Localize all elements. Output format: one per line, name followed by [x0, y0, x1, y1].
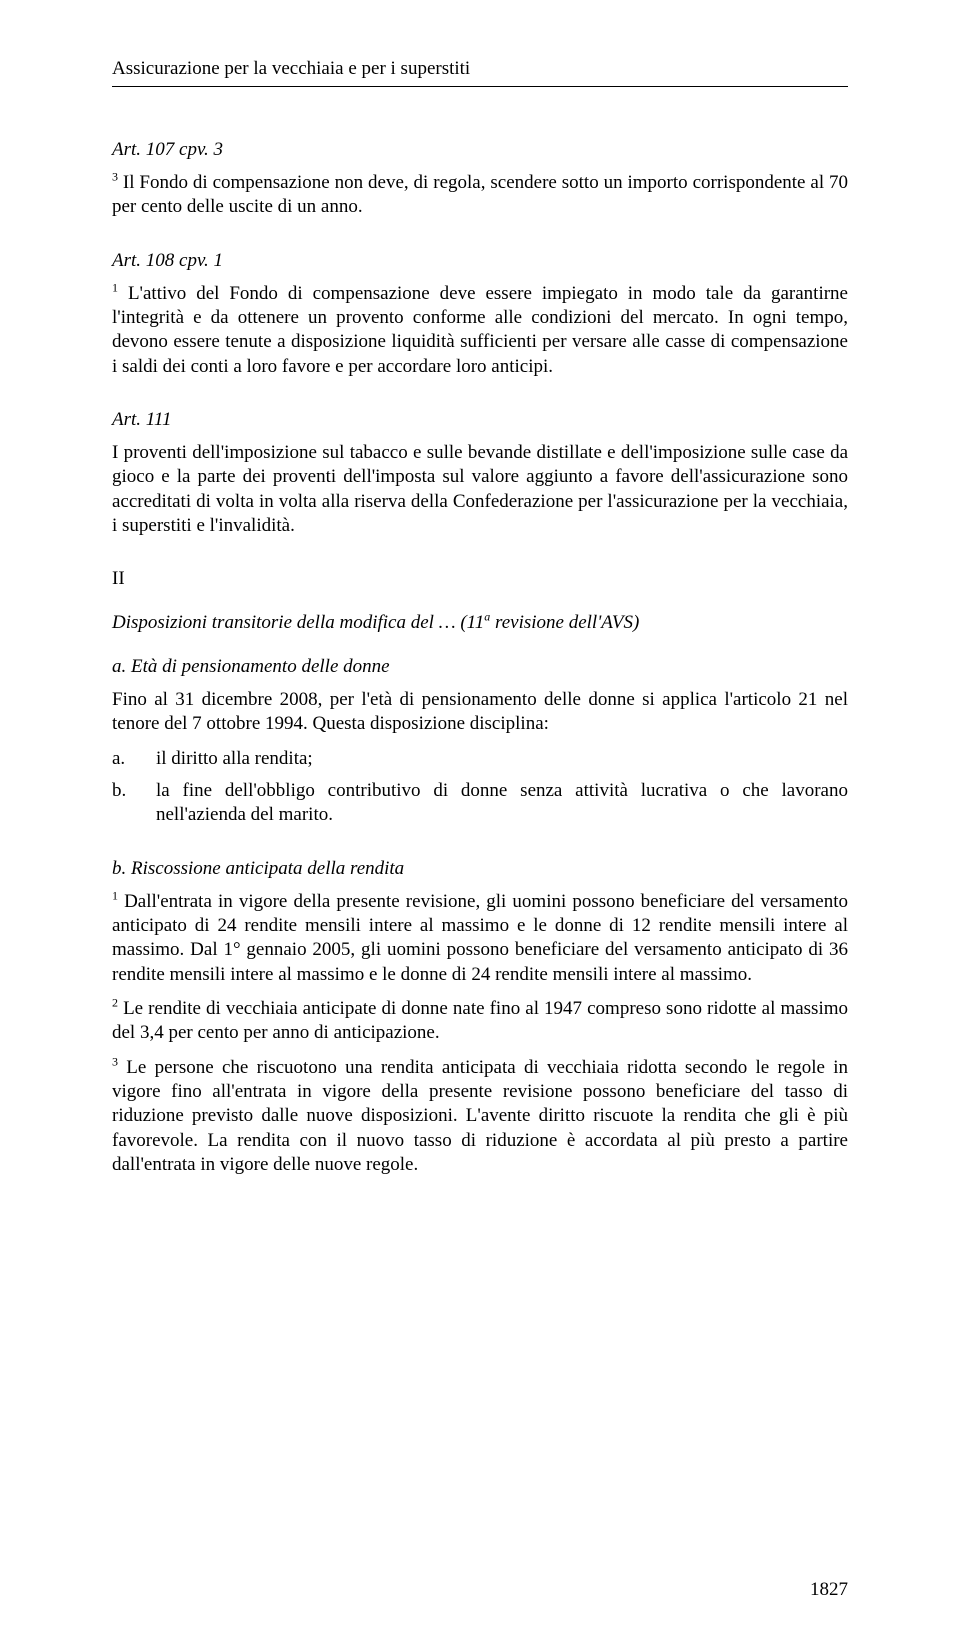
sup-b1: 1 [112, 888, 118, 902]
article-108-text: L'attivo del Fondo di compensazione deve… [112, 283, 848, 377]
list-text-a: il diritto alla rendita; [156, 747, 848, 771]
list-marker-b: b. [112, 779, 156, 828]
sup-b2: 2 [112, 996, 118, 1010]
list-marker-a: a. [112, 747, 156, 771]
sup-b3: 3 [112, 1054, 118, 1068]
header-rule [112, 86, 848, 87]
document-page: Assicurazione per la vecchiaia e per i s… [0, 0, 960, 1641]
subsection-a-heading: a. Età di pensionamento delle donne [112, 656, 848, 678]
section-II-title: Disposizioni transitorie della modifica … [112, 612, 848, 634]
subsection-b-para2: 2 Le rendite di vecchiaia anticipate di … [112, 997, 848, 1046]
section-II-roman: II [112, 568, 848, 590]
subsection-b-heading: b. Riscossione anticipata della rendita [112, 858, 848, 880]
article-108-heading: Art. 108 cpv. 1 [112, 250, 848, 272]
subsection-a-intro: Fino al 31 dicembre 2008, per l'età di p… [112, 688, 848, 737]
article-111-paragraph: I proventi dell'imposizione sul tabacco … [112, 441, 848, 538]
article-107-heading: Art. 107 cpv. 3 [112, 139, 848, 161]
article-107-text: Il Fondo di compensazione non deve, di r… [112, 172, 848, 217]
superscript-3: 3 [112, 170, 118, 184]
list-item-b: b. la fine dell'obbligo contributivo di … [112, 779, 848, 828]
list-text-b: la fine dell'obbligo contributivo di don… [156, 779, 848, 828]
article-111-heading: Art. 111 [112, 409, 848, 431]
article-107-paragraph: 3 Il Fondo di compensazione non deve, di… [112, 171, 848, 220]
list-item-a: a. il diritto alla rendita; [112, 747, 848, 771]
sub-b-p3-text: Le persone che riscuotono una rendita an… [112, 1057, 848, 1175]
subsection-b-para1: 1 Dall'entrata in vigore della presente … [112, 890, 848, 987]
section-II-title-prefix: Disposizioni transitorie della modifica … [112, 612, 484, 633]
sub-b-p1-text: Dall'entrata in vigore della presente re… [112, 891, 848, 985]
article-108-paragraph: 1 L'attivo del Fondo di compensazione de… [112, 282, 848, 379]
page-header: Assicurazione per la vecchiaia e per i s… [112, 58, 848, 80]
subsection-b-para3: 3 Le persone che riscuotono una rendita … [112, 1056, 848, 1178]
page-number: 1827 [810, 1579, 848, 1601]
superscript-1: 1 [112, 280, 118, 294]
sub-b-p2-text: Le rendite di vecchiaia anticipate di do… [112, 998, 848, 1043]
section-II-title-suffix: revisione dell'AVS) [490, 612, 639, 633]
